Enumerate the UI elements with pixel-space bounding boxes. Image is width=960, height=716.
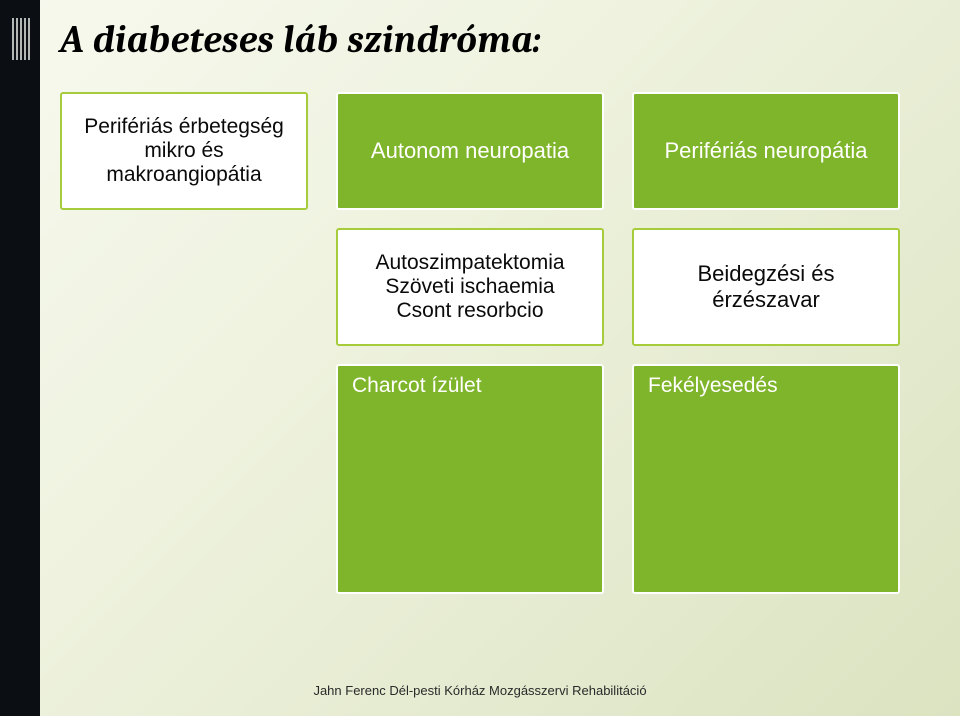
- box-text: mikro és: [144, 139, 223, 163]
- diagram-grid: Perifériás érbetegség mikro és makroangi…: [60, 92, 920, 594]
- empty-cell: [60, 364, 308, 594]
- box-text: makroangiopátia: [106, 163, 261, 187]
- box-autosympathectomy: Autoszimpatektomia Szöveti ischaemia Cso…: [336, 228, 604, 346]
- slide-content: A diabeteses láb szindróma: Perifériás é…: [0, 0, 960, 716]
- box-text: Charcot ízület: [352, 374, 482, 398]
- box-charcot-joint: Charcot ízület: [336, 364, 604, 594]
- box-autonom-neuropathy: Autonom neuropatia: [336, 92, 604, 210]
- box-text: Szöveti ischaemia: [385, 275, 554, 299]
- box-innervation-sensory: Beidegzési és érzészavar: [632, 228, 900, 346]
- box-text: Perifériás neuropátia: [664, 138, 867, 164]
- box-ulceration: Fekélyesedés: [632, 364, 900, 594]
- box-text: Fekélyesedés: [648, 374, 778, 398]
- slide-title: A diabeteses láb szindróma:: [60, 18, 920, 62]
- box-peripheral-vascular: Perifériás érbetegség mikro és makroangi…: [60, 92, 308, 210]
- box-text: Autoszimpatektomia: [375, 251, 564, 275]
- box-text: Autonom neuropatia: [371, 138, 569, 164]
- slide-footer: Jahn Ferenc Dél-pesti Kórház Mozgásszerv…: [0, 683, 960, 698]
- box-text: Csont resorbcio: [396, 299, 543, 323]
- box-text: érzészavar: [712, 287, 820, 313]
- empty-cell: [60, 228, 308, 346]
- box-text: Beidegzési és: [698, 261, 835, 287]
- box-peripheral-neuropathy: Perifériás neuropátia: [632, 92, 900, 210]
- box-text: Perifériás érbetegség: [84, 115, 284, 139]
